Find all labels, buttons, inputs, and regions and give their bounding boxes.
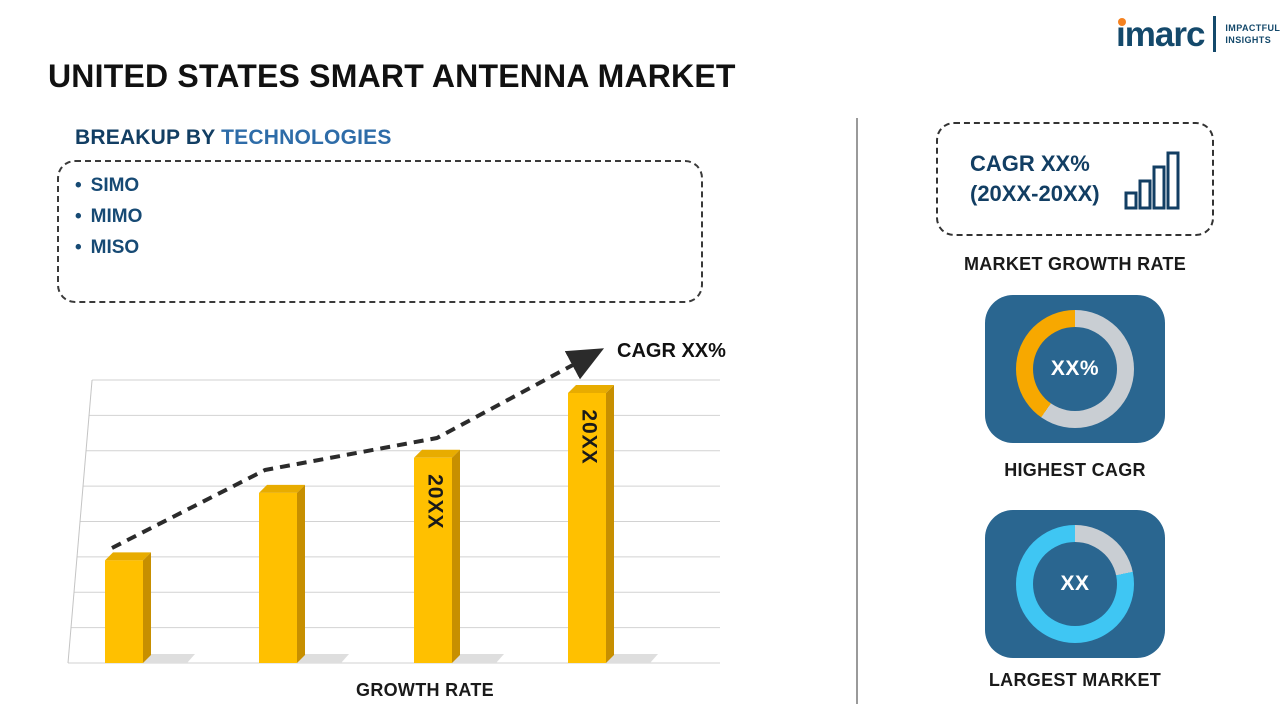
growth-bar-chart: 20XX 20XX [67,348,720,664]
logo-tagline-line1: IMPACTFUL [1225,22,1280,33]
logo-divider [1213,16,1217,52]
highest-cagr-value: XX% [1050,357,1100,380]
largest-market-label: LARGEST MARKET [988,670,1162,690]
list-item: • MISO [75,232,142,263]
list-item-label: MISO [90,237,140,258]
largest-market-donut [1016,525,1134,643]
logo-tagline-line2: INSIGHTS [1225,35,1272,45]
logo-tagline: IMPACTFUL INSIGHTS [1225,22,1280,46]
breakup-heading: BREAKUP BY TECHNOLOGIES [75,126,392,150]
chart-x-axis-label: GROWTH RATE [356,680,494,700]
bullet-icon: • [75,175,82,196]
chart-trend-label: CAGR XX% [617,340,726,362]
cagr-line1: CAGR XX% [970,151,1090,177]
cagr-summary-box: CAGR XX% (20XX-20XX) [936,122,1214,236]
market-growth-rate-label: MARKET GROWTH RATE [963,254,1187,274]
cagr-summary-text: CAGR XX% (20XX-20XX) [970,149,1100,208]
largest-market-tile: XX [985,510,1165,658]
technologies-list: • SIMO • MIMO • MISO [75,170,142,263]
list-item-label: MIMO [90,206,143,227]
bullet-icon: • [75,237,82,258]
logo-dot-icon [1118,17,1126,26]
growth-chart-area: 20XX 20XX [65,330,725,675]
highest-cagr-donut [1016,310,1134,428]
bar-chart-icon [1124,151,1180,210]
list-item: • SIMO [75,170,142,201]
svg-text:20XX: 20XX [423,474,446,529]
list-item: • MIMO [75,201,142,232]
largest-market-value: XX [1060,572,1090,595]
logo-wordmark: ı marc [1116,14,1205,54]
technologies-box [57,160,703,303]
page-title: UNITED STATES SMART ANTENNA MARKET [48,58,736,94]
highest-cagr-tile: XX% [985,295,1165,443]
list-item-label: SIMO [90,175,140,196]
vertical-divider [856,118,858,704]
bullet-icon: • [75,206,82,227]
svg-text:20XX: 20XX [577,409,600,464]
cagr-line2: (20XX-20XX) [970,181,1100,206]
breakup-heading-prefix: BREAKUP BY [75,126,216,149]
imarc-logo: ı marc IMPACTFUL INSIGHTS [1116,16,1280,52]
breakup-heading-highlight: TECHNOLOGIES [221,126,392,149]
highest-cagr-label: HIGHEST CAGR [1004,460,1146,480]
